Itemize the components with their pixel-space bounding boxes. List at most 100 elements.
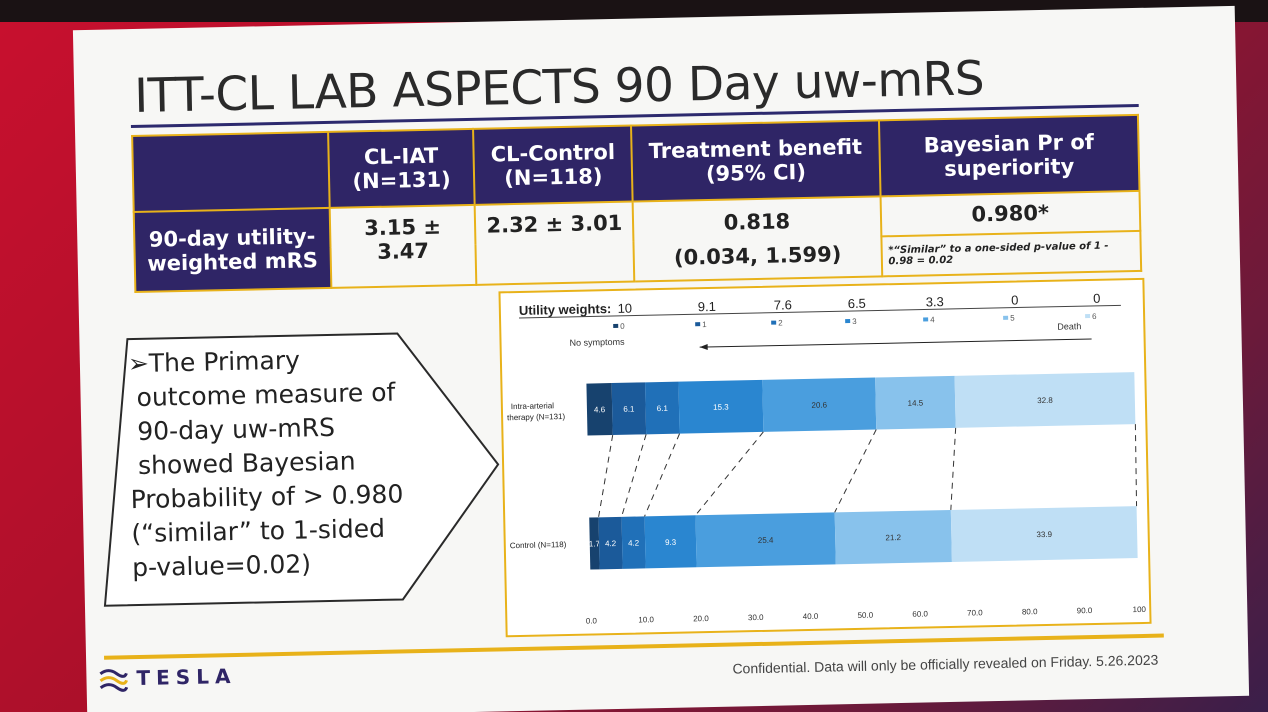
bar-data-label: 32.8 (1037, 396, 1053, 405)
footer-confidential: Confidential. Data will only be official… (732, 651, 1159, 677)
category-label-line1: Intra-arterial (511, 401, 555, 411)
callout-line: outcome measure of (136, 377, 396, 412)
connector-line (950, 427, 957, 510)
bar-segment (950, 506, 1138, 562)
x-tick-label: 10.0 (638, 615, 654, 624)
x-tick-label: 90.0 (1077, 606, 1093, 615)
connector-line (621, 434, 647, 518)
row-label: 90-day utility- weighted mRS (133, 207, 331, 292)
connector-line (695, 431, 764, 516)
bar-data-label: 15.3 (713, 403, 729, 412)
utility-weights-label: Utility weights: (519, 301, 612, 318)
bar-segment (589, 517, 600, 570)
mrs-legend-swatch (695, 322, 701, 327)
cell-benefit: 0.818 (0.034, 1.599) (632, 196, 882, 282)
bar-data-label: 4.2 (628, 538, 640, 547)
category-label-line2: therapy (N=131) (507, 412, 566, 422)
mrs-legend-swatch (1003, 315, 1009, 320)
bar-data-label: 6.1 (623, 405, 635, 414)
bar-segment (954, 372, 1136, 428)
bar-data-label: 1.7 (589, 539, 601, 548)
slide: ITT-CL LAB ASPECTS 90 Day uw-mRS CL-IAT … (72, 5, 1250, 712)
bar-data-label: 14.5 (908, 399, 924, 408)
header-bayesian: Bayesian Pr of superiority (878, 114, 1140, 197)
mrs-legend-swatch (845, 319, 851, 324)
scale-arrow-line (699, 338, 1092, 348)
logo-text: TESLA (136, 663, 237, 691)
slide-title: ITT-CL LAB ASPECTS 90 Day uw-mRS (133, 51, 985, 124)
cell-benefit-value: 0.818 (723, 209, 791, 235)
bar-data-label: 9.3 (665, 538, 677, 547)
death-label: Death (1057, 321, 1081, 332)
connector-line (644, 433, 681, 517)
bar-segment (621, 516, 646, 569)
connector-line (598, 434, 614, 518)
bar-data-label: 25.4 (758, 536, 774, 545)
utility-weight-value: 7.6 (774, 297, 792, 312)
utility-weight-value: 0 (1011, 293, 1019, 308)
callout-arrow-shape (103, 332, 500, 607)
x-tick-label: 70.0 (967, 608, 983, 617)
mrs-legend-label: 6 (1092, 312, 1097, 321)
bar-segment (645, 381, 680, 435)
cell-benefit-ci: (0.034, 1.599) (673, 242, 842, 270)
cell-ctrl: 2.32 ± 3.01 (475, 201, 635, 285)
connector-line (834, 429, 877, 513)
callout-line: Probability of > 0.980 (130, 479, 404, 515)
utility-weight-value: 6.5 (848, 296, 866, 311)
x-tick-label: 80.0 (1022, 607, 1038, 616)
bar-segment (598, 516, 623, 570)
bar-data-label: 6.1 (657, 404, 669, 413)
callout-line: p-value=0.02) (131, 549, 312, 583)
utility-weight-value: 10 (617, 301, 632, 316)
header-cl-iat: CL-IAT (N=131) (327, 128, 476, 208)
tesla-logo: TESLA (98, 661, 237, 694)
x-tick-label: 100 (1132, 605, 1146, 614)
mrs-legend-label: 1 (702, 320, 707, 329)
cell-bayes-note: *“Similar” to a one-sided p-value of 1 -… (880, 230, 1142, 277)
connector-line (1134, 424, 1138, 507)
mrs-legend-swatch (923, 317, 929, 322)
bar-segment (762, 377, 877, 432)
header-benefit-line2: (95% CI) (705, 159, 807, 187)
mrs-legend-label: 2 (778, 318, 783, 327)
x-tick-label: 30.0 (748, 613, 764, 622)
scale-arrow-head (699, 344, 708, 351)
header-cl-control-line1: CL-Control (490, 139, 616, 167)
header-treatment-benefit: Treatment benefit (95% CI) (631, 120, 881, 202)
mrs-legend-swatch (1085, 314, 1091, 319)
bar-segment (611, 382, 647, 436)
bar-segment (644, 515, 697, 569)
category-label: Control (N=118) (510, 540, 567, 550)
utility-weights-underline (519, 304, 1121, 319)
header-benefit-line1: Treatment benefit (648, 134, 863, 164)
utility-weight-value: 3.3 (926, 294, 944, 309)
cell-bayes: 0.980* (880, 190, 1141, 237)
stacked-bar-chart: Utility weights: 1009.117.626.533.340506N… (507, 291, 1147, 626)
header-cl-control: CL-Control (N=118) (473, 125, 633, 205)
bar-segment (834, 509, 952, 565)
chart-container: Utility weights: 10 0 9.1 1 7.6 2 6.5 3 3.3 4 0 5 0 6 N… (498, 277, 1152, 638)
bar-segment (695, 512, 836, 568)
x-tick-label: 0.0 (586, 616, 598, 625)
bar-data-label: 33.9 (1036, 530, 1052, 539)
bar-segment (875, 375, 956, 430)
x-tick-label: 20.0 (693, 614, 709, 623)
mrs-legend-label: 5 (1010, 314, 1015, 323)
header-cl-control-line2: (N=118) (504, 164, 603, 191)
mrs-legend-label: 4 (930, 315, 935, 324)
bar-data-label: 21.2 (885, 533, 901, 542)
no-symptoms-label: No symptoms (569, 337, 625, 348)
bar-data-label: 4.6 (594, 405, 606, 414)
mrs-legend-label: 3 (852, 317, 857, 326)
x-tick-label: 60.0 (912, 609, 928, 618)
mrs-legend-swatch (613, 323, 619, 328)
header-cl-iat-line2: (N=131) (352, 167, 451, 194)
row-label-line2: weighted mRS (147, 248, 319, 276)
x-tick-label: 50.0 (857, 611, 873, 620)
tesla-logo-icon (99, 669, 129, 692)
header-cl-iat-line1: CL-IAT (363, 143, 439, 170)
header-empty (132, 131, 330, 213)
mrs-legend-swatch (771, 320, 777, 325)
bar-segment (678, 379, 764, 434)
